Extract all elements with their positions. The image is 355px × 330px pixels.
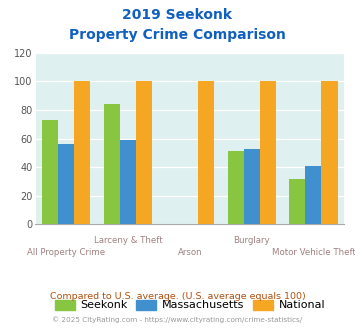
Bar bbox=[104, 104, 120, 224]
Text: Property Crime Comparison: Property Crime Comparison bbox=[69, 28, 286, 42]
Text: Motor Vehicle Theft: Motor Vehicle Theft bbox=[272, 248, 355, 257]
Bar bbox=[244, 148, 260, 224]
Legend: Seekonk, Massachusetts, National: Seekonk, Massachusetts, National bbox=[50, 295, 330, 315]
Bar bbox=[120, 140, 136, 224]
Bar bbox=[322, 82, 338, 224]
Text: © 2025 CityRating.com - https://www.cityrating.com/crime-statistics/: © 2025 CityRating.com - https://www.city… bbox=[53, 317, 302, 323]
Bar bbox=[228, 151, 244, 224]
Bar bbox=[260, 82, 276, 224]
Bar bbox=[305, 166, 322, 224]
Bar bbox=[198, 82, 214, 224]
Text: Arson: Arson bbox=[178, 248, 202, 257]
Bar bbox=[289, 179, 305, 224]
Bar bbox=[42, 120, 58, 224]
Bar bbox=[75, 82, 91, 224]
Text: 2019 Seekonk: 2019 Seekonk bbox=[122, 8, 233, 22]
Bar bbox=[136, 82, 152, 224]
Text: Compared to U.S. average. (U.S. average equals 100): Compared to U.S. average. (U.S. average … bbox=[50, 292, 305, 301]
Text: Burglary: Burglary bbox=[233, 236, 270, 245]
Text: Larceny & Theft: Larceny & Theft bbox=[94, 236, 163, 245]
Text: All Property Crime: All Property Crime bbox=[27, 248, 105, 257]
Bar bbox=[58, 144, 75, 224]
